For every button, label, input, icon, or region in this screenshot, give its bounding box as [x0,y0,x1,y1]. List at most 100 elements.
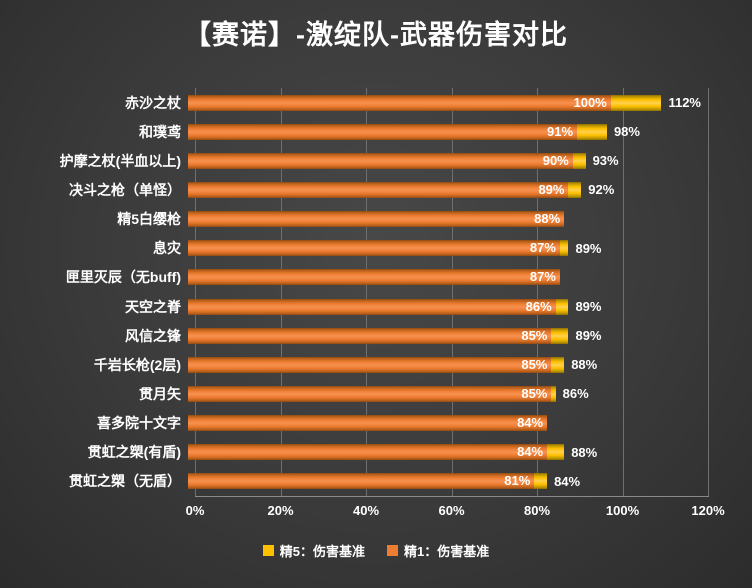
value-label-refine5: 86% [562,386,589,402]
bar-refine5-segment [572,152,586,169]
x-axis-tick-label: 40% [352,503,380,518]
value-label-refine5: 88% [571,444,598,460]
bar-refine5-segment [551,385,556,402]
x-axis-tick-label: 120% [691,503,725,518]
value-label-refine1: 86% [525,298,552,314]
bar-refine5-segment [568,181,582,198]
bar-refine5-segment [610,94,662,111]
bar-track: 91% 98% [188,123,701,140]
category-label: 和璞鸢 [139,123,181,140]
bar-track: 89% 92% [188,181,701,198]
value-label-refine5: 89% [575,299,602,315]
bar-refine1-segment: 89% [188,181,569,198]
bar-refine1-segment: 88% [188,211,565,228]
x-axis-ticks: 0% 20% 40% 60% 80% 100% 120% [186,503,725,521]
gridline [366,88,367,496]
bar-refine1-segment: 87% [188,240,560,257]
chart-row: 护摩之杖(半血以上) 90% 93% [0,146,752,175]
category-label: 护摩之杖(半血以上) [59,152,181,169]
x-axis-tick-label: 0% [185,503,205,518]
bar-refine5-segment [534,473,548,490]
bar-refine5-segment [547,444,565,461]
bar-track: 85% 88% [188,356,701,373]
gridlines [195,88,709,496]
legend-label: 精1：伤害基准 [404,544,490,559]
chart-row: 贯月矢 85% 86% [0,379,752,408]
bar-track: 87% 89% [188,240,701,257]
bar-refine5-segment [551,327,569,344]
gridline [451,88,453,496]
value-label-refine5: 89% [575,240,602,256]
bar-refine1-segment: 91% [188,123,578,140]
category-label: 天空之脊 [125,298,181,315]
bar-track: 87% [188,269,701,286]
value-label-refine1: 88% [534,211,561,227]
value-label-refine1: 89% [538,181,565,197]
gridline [195,88,196,496]
chart-row: 赤沙之杖 100% 112% [0,88,752,117]
category-label: 息灾 [153,240,181,257]
chart-row: 风信之锋 85% 89% [0,321,752,350]
value-label-refine1: 84% [517,415,544,431]
bar-track: 100% 112% [188,94,701,111]
value-label-refine1: 87% [529,269,556,285]
category-label: 贯月矢 [139,385,181,402]
value-label-refine1: 100% [573,94,607,110]
category-label: 贯虹之槊（无盾） [69,473,181,490]
category-label: 决斗之枪（单怪） [69,181,181,198]
bar-refine1-segment: 84% [188,444,548,461]
x-axis-line [195,496,709,497]
chart-row: 息灾 87% 89% [0,234,752,263]
bar-refine1-segment: 81% [188,473,535,490]
legend: 精5：伤害基准 精1：伤害基准 [0,541,752,560]
gridline [537,88,538,496]
value-label-refine1: 85% [521,327,548,343]
bar-refine5-segment [577,123,607,140]
gridline [708,88,709,496]
category-label: 风信之锋 [125,327,181,344]
bar-track: 90% 93% [188,152,701,169]
chart-row: 决斗之枪（单怪） 89% 92% [0,175,752,204]
bar-refine1-segment: 84% [188,415,548,432]
bar-track: 86% 89% [188,298,701,315]
legend-label: 精5：伤害基准 [279,544,365,559]
chart-row: 精5白缨枪 88% [0,205,752,234]
bar-track: 85% 86% [188,385,701,402]
category-label: 喜多院十文字 [97,415,181,432]
x-axis-tick-label: 60% [438,503,465,518]
value-label-refine1: 90% [542,152,569,168]
category-label: 赤沙之杖 [125,94,181,111]
value-label-refine5: 92% [588,182,615,198]
chart-title: 【赛诺】-激绽队-武器伤害对比 [184,20,568,50]
bar-refine1-segment: 85% [188,385,552,402]
legend-swatch [387,545,398,556]
legend-swatch [262,545,274,556]
bar-track: 81% 84% [188,473,701,490]
x-axis-tick-label: 20% [267,503,294,518]
legend-item: 精1：伤害基准 [387,541,489,560]
chart-row: 喜多院十文字 84% [0,409,752,438]
bar-refine1-segment: 87% [188,269,560,286]
value-label-refine5: 88% [571,357,598,373]
category-label: 贯虹之槊(有盾) [87,444,181,461]
value-label-refine1: 81% [504,473,531,489]
value-label-refine1: 85% [521,356,548,372]
x-axis-tick-label: 100% [605,503,640,518]
bar-refine1-segment: 90% [188,152,573,169]
bar-refine1-segment: 85% [188,356,552,373]
category-label: 千岩长枪(2层) [93,356,181,373]
bar-track: 84% [188,415,701,432]
chart-row: 匣里灭辰（无buff) 87% [0,263,752,292]
plot-area: 赤沙之杖 100% 112% 和璞鸢 91% 98% 护摩之杖(半血以上) 90% 93% 决斗之… [0,88,752,496]
bar-refine1-segment: 86% [188,298,556,315]
value-label-refine1: 91% [546,123,574,139]
gridline [280,88,282,496]
value-label-refine1: 84% [517,444,544,460]
bar-track: 84% 88% [188,444,701,461]
gridline [622,88,624,496]
value-label-refine1: 87% [529,240,556,256]
bar-rows: 赤沙之杖 100% 112% 和璞鸢 91% 98% 护摩之杖(半血以上) 90% 93% 决斗之… [0,88,752,496]
value-label-refine5: 84% [554,473,581,489]
value-label-refine5: 112% [668,95,701,111]
